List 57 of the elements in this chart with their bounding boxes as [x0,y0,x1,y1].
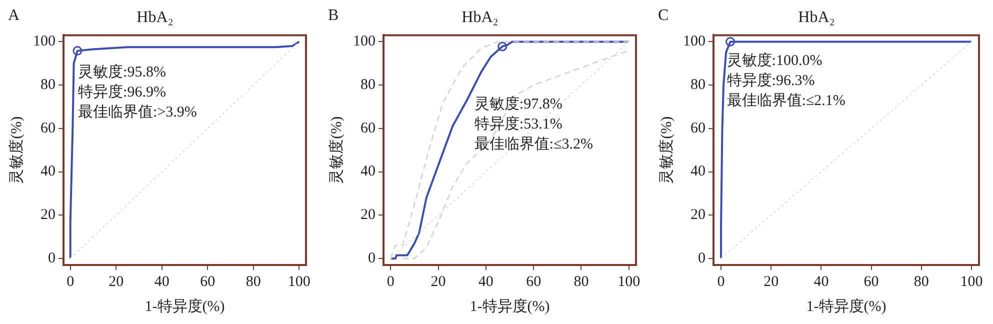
y-tick-label: 20 [360,207,376,224]
x-tick-label: 20 [108,274,124,290]
x-tick-label: 60 [864,274,879,290]
x-tick-label: 0 [717,274,725,290]
x-tick-label: 40 [154,274,170,290]
chart-title: HbA₂ [462,8,498,26]
x-tick-label: 20 [764,274,779,290]
x-axis-title: 1-特异度(%) [806,298,886,315]
y-tick-label: 100 [33,34,56,50]
y-tick-label: 0 [48,250,56,266]
y-tick-label: 60 [690,120,706,136]
text: B [328,7,339,24]
y-tick-label: 0 [698,250,706,266]
x-axis-title: 1-特异度(%) [144,298,225,315]
y-tick-label: 80 [40,77,56,93]
x-tick-label: 100 [960,274,983,290]
x-tick-label: 80 [914,274,929,290]
annotation: 特异度:96.9% [78,84,166,101]
y-tick-label: 0 [368,250,376,266]
annotation: 特异度:96.3% [726,72,815,90]
y-axis-title: 灵敏度(%) [658,116,675,184]
y-tick-label: 80 [360,77,376,93]
x-tick-label: 60 [200,274,216,290]
x-tick-label: 0 [386,274,394,290]
x-tick-label: 80 [574,274,589,290]
x-tick-label: 40 [478,274,494,290]
y-tick-label: 20 [40,207,56,224]
y-tick-label: 60 [40,120,56,136]
annotation: 灵敏度:100.0% [726,52,822,70]
annotation: 最佳临界值:≤2.1% [726,92,846,110]
y-tick-label: 40 [690,164,706,180]
y-tick-label: 100 [683,34,706,50]
x-tick-label: 60 [526,274,542,290]
y-tick-label: 60 [360,120,376,136]
y-tick-label: 20 [690,207,706,224]
x-tick-label: 100 [288,274,310,290]
annotation: 灵敏度:97.8% [474,96,562,113]
annotation: 最佳临界值:>3.9% [78,104,197,121]
x-tick-label: 20 [430,274,446,290]
y-axis-title: 灵敏度(%) [8,116,25,184]
y-tick-label: 80 [690,77,706,93]
y-tick-label: 100 [353,34,376,50]
y-tick-label: 40 [40,164,56,180]
y-tick-label: 40 [360,164,376,180]
annotation: 灵敏度:95.8% [78,64,166,81]
x-tick-label: 100 [618,274,640,290]
chart-title: HbA₂ [136,8,174,26]
x-tick-label: 0 [66,274,74,290]
annotation: 最佳临界值:≤3.2% [474,136,594,153]
text: A [8,7,20,24]
x-tick-label: 80 [246,274,261,290]
text: C [658,7,669,24]
x-axis-title: 1-特异度(%) [470,298,550,315]
chart-title: HbA₂ [798,8,835,26]
y-axis-title: 灵敏度(%) [328,116,345,184]
x-tick-label: 40 [814,274,829,290]
annotation: 特异度:53.1% [474,116,562,133]
